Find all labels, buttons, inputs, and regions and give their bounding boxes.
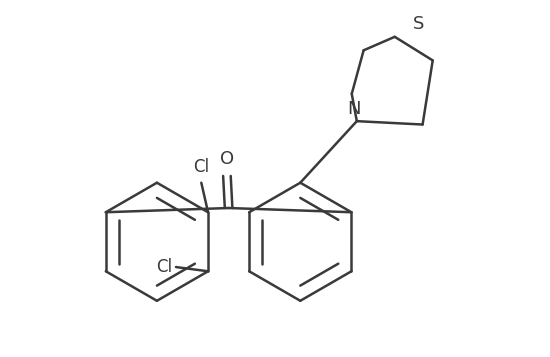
Text: S: S	[412, 15, 424, 32]
Text: Cl: Cl	[156, 258, 172, 276]
Text: N: N	[348, 100, 361, 118]
Text: Cl: Cl	[193, 158, 210, 176]
Text: O: O	[220, 150, 234, 169]
